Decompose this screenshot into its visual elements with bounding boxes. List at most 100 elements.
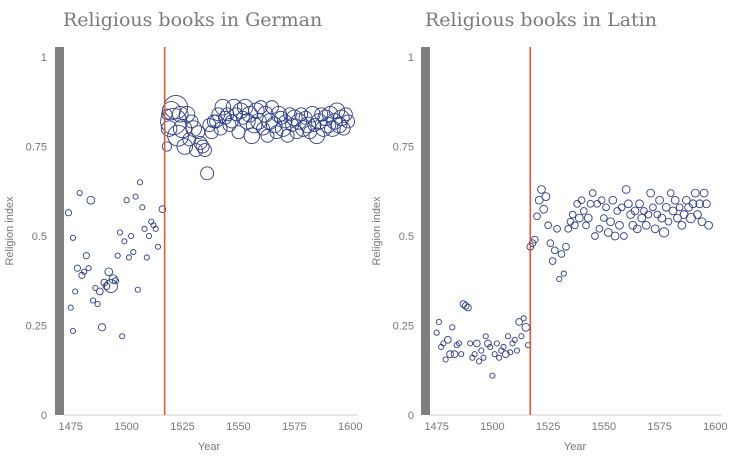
y-tick-label: 0.5 (32, 231, 47, 243)
data-point (442, 356, 449, 363)
data-point (500, 343, 507, 351)
data-point (158, 205, 167, 213)
data-point (597, 196, 606, 205)
data-point (688, 199, 698, 209)
data-point (304, 106, 321, 123)
data-point (459, 300, 468, 308)
data-point (471, 351, 478, 358)
y-tick-label: 0.25 (393, 321, 414, 333)
data-point (341, 114, 356, 129)
data-point (679, 210, 689, 219)
data-point (141, 225, 148, 232)
data-point (85, 265, 92, 272)
data-point (617, 203, 626, 212)
data-point (218, 110, 232, 125)
data-point (295, 120, 312, 137)
data-point (650, 224, 660, 234)
data-point (520, 315, 527, 322)
x-tick-label: 1500 (480, 421, 504, 433)
data-point (482, 333, 489, 340)
data-point (76, 189, 83, 197)
data-point (132, 193, 139, 200)
data-point (501, 350, 510, 358)
data-point (600, 214, 608, 222)
data-point (491, 351, 498, 358)
y-tick-label: 1 (41, 52, 47, 64)
data-point (640, 207, 648, 215)
x-tick-label: 1575 (282, 421, 306, 433)
data-point (64, 209, 73, 217)
data-point (579, 207, 588, 215)
data-point (152, 225, 159, 232)
data-point (104, 267, 114, 277)
data-point (86, 195, 96, 205)
y-tick-label: 0.25 (26, 321, 47, 333)
data-point (209, 114, 224, 129)
y-axis-label: Religion index (4, 196, 16, 266)
data-point (458, 351, 465, 358)
y-tick-label: 0.75 (393, 142, 414, 154)
data-point (620, 232, 628, 240)
data-point (123, 197, 130, 204)
data-point (102, 282, 111, 290)
data-point (693, 210, 702, 219)
data-point (489, 372, 496, 379)
data-point (504, 333, 512, 340)
data-point (583, 213, 593, 223)
data-point (564, 225, 573, 233)
data-point (134, 286, 141, 293)
data-point (586, 199, 595, 208)
data-point (657, 213, 667, 223)
data-point (533, 212, 541, 221)
data-point (702, 199, 711, 209)
data-point (95, 287, 104, 296)
data-point (130, 249, 137, 256)
data-point (493, 340, 500, 347)
data-point (666, 189, 675, 197)
data-point (315, 120, 332, 137)
y-tick-label: 1 (408, 52, 414, 64)
data-point (455, 340, 463, 347)
data-point (556, 275, 563, 283)
data-point (245, 116, 263, 134)
data-point (608, 195, 618, 205)
data-point (539, 204, 549, 214)
x-tick-label: 1600 (338, 421, 362, 433)
data-point (511, 336, 518, 343)
data-point (461, 301, 470, 310)
data-point (119, 333, 126, 340)
x-tick-label: 1550 (592, 421, 616, 433)
data-point (197, 143, 212, 158)
data-point (178, 106, 196, 123)
data-point (566, 217, 575, 226)
x-axis-label: Year (564, 441, 587, 453)
data-point (637, 213, 647, 223)
data-point (603, 228, 613, 237)
data-point (475, 358, 483, 365)
data-point (602, 203, 610, 212)
data-point (278, 114, 293, 129)
data-point (704, 220, 713, 230)
data-point (433, 329, 440, 336)
x-tick-label: 1525 (170, 421, 194, 433)
data-point (202, 118, 217, 132)
data-point (630, 206, 640, 216)
data-point (139, 204, 146, 211)
data-point (446, 350, 454, 358)
x-tick-label: 1550 (226, 421, 250, 433)
data-point (661, 203, 671, 212)
data-point (200, 166, 215, 181)
chart-title: Religious books in German (63, 9, 322, 31)
data-point (67, 304, 74, 311)
data-point (646, 188, 656, 198)
data-point (610, 231, 620, 241)
data-point (644, 210, 653, 219)
data-point (154, 243, 161, 250)
data-point (160, 120, 178, 137)
x-tick-label: 1575 (647, 421, 671, 433)
data-point (546, 239, 555, 247)
data-point (236, 98, 254, 116)
data-point (145, 232, 153, 240)
data-point (111, 277, 120, 285)
data-point (595, 225, 604, 233)
